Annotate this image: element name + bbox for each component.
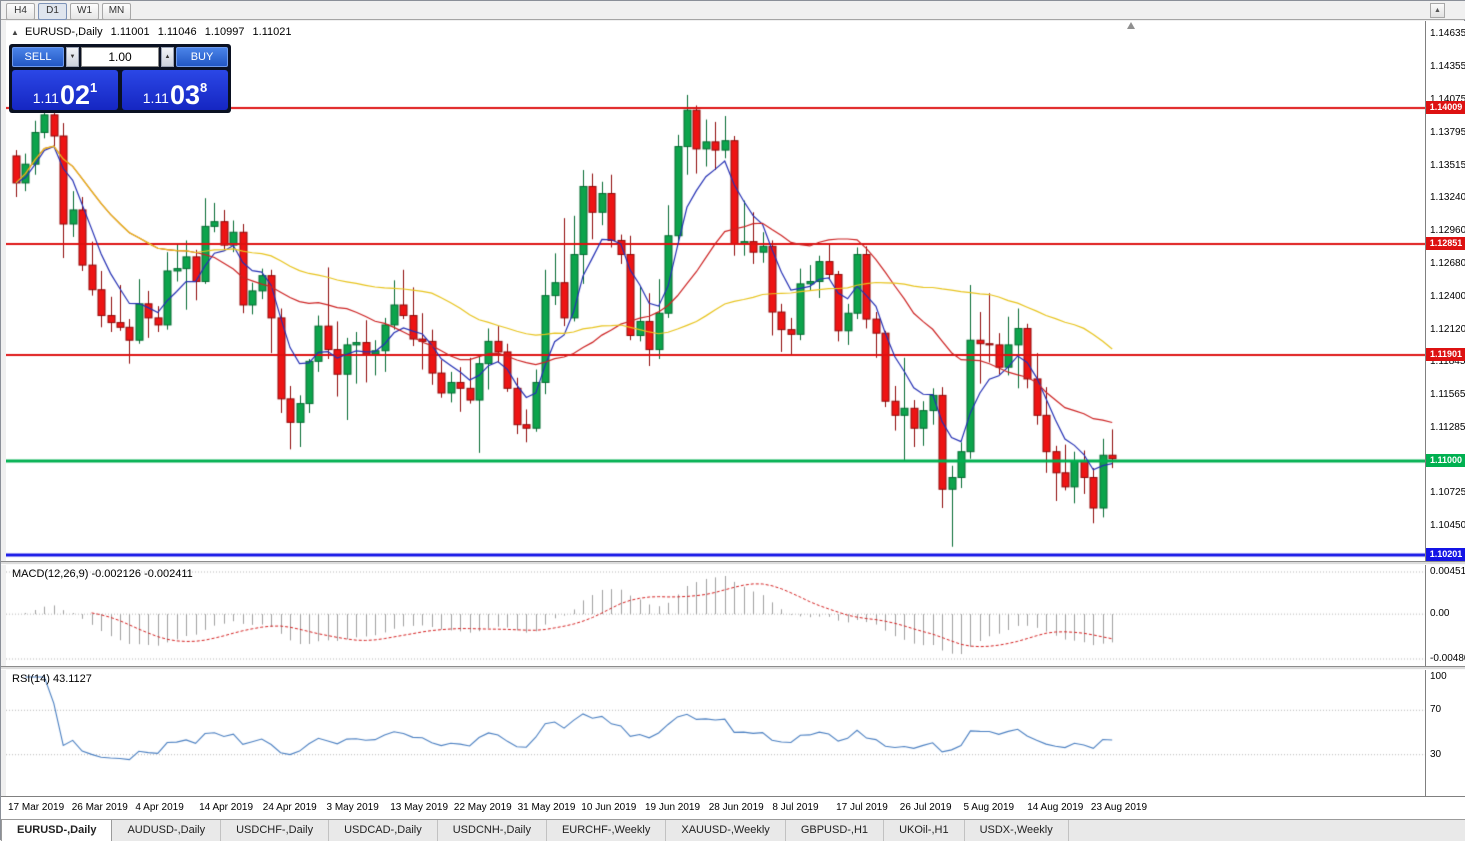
chart-tab-usdchf-daily[interactable]: USDCHF-,Daily bbox=[221, 820, 330, 841]
price-axis-tick: 1.14635 bbox=[1430, 28, 1465, 40]
date-axis-label: 26 Mar 2019 bbox=[71, 802, 128, 813]
chart-tab-eurusd-daily[interactable]: EURUSD-,Daily bbox=[1, 820, 113, 841]
date-axis-label: 24 Apr 2019 bbox=[262, 802, 317, 813]
price-axis-tick: 1.10725 bbox=[1430, 487, 1465, 499]
chart-shift-icon[interactable] bbox=[1127, 22, 1135, 29]
chart-tab-usdcnh-daily[interactable]: USDCNH-,Daily bbox=[437, 820, 547, 841]
price-axis-tick: 1.14355 bbox=[1430, 61, 1465, 73]
timeframe-button-mn[interactable]: MN bbox=[102, 3, 131, 20]
toolbar: H4 D1 W1 MN ▲ bbox=[1, 1, 1465, 20]
one-click-trading-panel: SELL ▼ ▲ BUY 1.11 02 1 1.11 03 8 bbox=[9, 44, 231, 113]
price-axis-tick: 1.12680 bbox=[1430, 257, 1465, 269]
date-axis-label: 26 Jul 2019 bbox=[899, 802, 952, 813]
sell-button[interactable]: SELL bbox=[12, 47, 64, 67]
main-chart-canvas[interactable] bbox=[6, 21, 1426, 562]
legend-symbol: EURUSD-,Daily bbox=[24, 26, 103, 38]
price-level-badge: 1.12851 bbox=[1426, 236, 1465, 250]
chart-tab-audusd-daily[interactable]: AUDUSD-,Daily bbox=[112, 820, 222, 841]
volume-increase-button[interactable]: ▲ bbox=[161, 47, 174, 67]
timeframe-button-d1[interactable]: D1 bbox=[38, 3, 67, 20]
buy-button[interactable]: BUY bbox=[176, 47, 228, 67]
sell-price-big: 02 bbox=[59, 80, 91, 111]
timeframe-button-h4[interactable]: H4 bbox=[6, 3, 35, 20]
sell-price-sup: 1 bbox=[90, 80, 98, 95]
chart-tab-ukoil-h1[interactable]: UKOil-,H1 bbox=[884, 820, 965, 841]
date-axis-label: 13 May 2019 bbox=[390, 802, 449, 813]
chart-tab-gbpusd-h1[interactable]: GBPUSD-,H1 bbox=[785, 820, 885, 841]
rsi-label: RSI(14) 43.1127 bbox=[12, 673, 92, 685]
scroll-up-icon[interactable]: ▲ bbox=[1430, 3, 1445, 18]
macd-axis-tick: -0.004806 bbox=[1430, 653, 1465, 664]
date-axis-label: 10 Jun 2019 bbox=[581, 802, 637, 813]
date-axis-label: 19 Jun 2019 bbox=[645, 802, 701, 813]
trade-prices-row: 1.11 02 1 1.11 03 8 bbox=[12, 70, 228, 110]
volume-decrease-button[interactable]: ▼ bbox=[66, 47, 79, 67]
sell-price[interactable]: 1.11 02 1 bbox=[12, 70, 118, 110]
price-axis-tick: 1.13795 bbox=[1430, 127, 1465, 139]
buy-price-big: 03 bbox=[169, 80, 201, 111]
price-level-badge: 1.11000 bbox=[1426, 454, 1465, 468]
buy-price-sup: 8 bbox=[200, 80, 208, 95]
panel-separator[interactable] bbox=[1, 666, 1465, 670]
legend-close: 1.11021 bbox=[252, 26, 292, 38]
date-axis bbox=[1, 796, 1465, 819]
date-axis-label: 17 Mar 2019 bbox=[8, 802, 65, 813]
rsi-axis-tick: 100 bbox=[1430, 671, 1447, 682]
buy-price[interactable]: 1.11 03 8 bbox=[122, 70, 228, 110]
chart-tab-eurchf-weekly[interactable]: EURCHF-,Weekly bbox=[546, 820, 667, 841]
chart-tab-usdx-weekly[interactable]: USDX-,Weekly bbox=[964, 820, 1069, 841]
macd-label: MACD(12,26,9) -0.002126 -0.002411 bbox=[12, 568, 193, 580]
rsi-axis-tick: 30 bbox=[1430, 748, 1442, 760]
timeframe-buttons: H4 D1 W1 MN bbox=[6, 3, 131, 20]
panel-separator[interactable] bbox=[1, 561, 1465, 565]
chart-tab-xauusd-weekly[interactable]: XAUUSD-,Weekly bbox=[666, 820, 786, 841]
sell-price-prefix: 1.11 bbox=[32, 90, 59, 106]
date-axis-label: 23 Aug 2019 bbox=[1090, 802, 1148, 813]
price-axis-tick: 1.13240 bbox=[1430, 192, 1465, 204]
panel-collapse-icon[interactable]: ▲ bbox=[11, 28, 19, 37]
date-axis-label: 14 Aug 2019 bbox=[1027, 802, 1084, 813]
price-axis-tick: 1.10450 bbox=[1430, 519, 1465, 531]
date-axis-label: 8 Jul 2019 bbox=[772, 802, 819, 813]
price-axis-tick: 1.12120 bbox=[1430, 323, 1465, 335]
date-axis-label: 28 Jun 2019 bbox=[708, 802, 764, 813]
date-axis-label: 14 Apr 2019 bbox=[199, 802, 254, 813]
macd-axis-tick: 0.00 bbox=[1430, 608, 1450, 620]
legend-low: 1.10997 bbox=[204, 26, 245, 38]
date-axis-label: 4 Apr 2019 bbox=[135, 802, 184, 813]
volume-input[interactable] bbox=[81, 47, 159, 67]
price-axis-tick: 1.12400 bbox=[1430, 290, 1465, 302]
price-axis-tick: 1.11285 bbox=[1430, 421, 1465, 433]
date-axis-label: 17 Jul 2019 bbox=[836, 802, 888, 813]
rsi-panel-canvas[interactable] bbox=[6, 669, 1426, 796]
macd-axis-tick: 0.004517 bbox=[1430, 566, 1465, 577]
legend-high: 1.11046 bbox=[157, 26, 197, 38]
chart-tab-usdcad-daily[interactable]: USDCAD-,Daily bbox=[329, 820, 438, 841]
price-axis-tick: 1.11565 bbox=[1430, 388, 1465, 400]
legend-open: 1.11001 bbox=[110, 26, 150, 38]
trade-controls-row: SELL ▼ ▲ BUY bbox=[12, 47, 228, 67]
timeframe-button-w1[interactable]: W1 bbox=[70, 3, 99, 20]
date-axis-label: 31 May 2019 bbox=[517, 802, 576, 813]
macd-panel-canvas[interactable] bbox=[6, 564, 1426, 667]
price-axis-tick: 1.14075 bbox=[1430, 94, 1465, 106]
buy-price-prefix: 1.11 bbox=[142, 90, 169, 106]
date-axis-label: 22 May 2019 bbox=[453, 802, 512, 813]
price-axis-tick: 1.12960 bbox=[1430, 225, 1465, 237]
price-level-badge: 1.14009 bbox=[1426, 100, 1465, 114]
price-axis-tick: 1.13515 bbox=[1430, 159, 1465, 171]
chart-tab-bar: EURUSD-,Daily AUDUSD-,Daily USDCHF-,Daily U… bbox=[1, 819, 1465, 841]
price-level-badge: 1.10201 bbox=[1426, 547, 1465, 561]
chart-legend: ▲ EURUSD-,Daily 1.11001 1.11046 1.10997 … bbox=[11, 26, 291, 38]
rsi-axis-tick: 70 bbox=[1430, 704, 1442, 716]
price-level-badge: 1.11901 bbox=[1426, 348, 1465, 362]
price-axis-tick: 1.11845 bbox=[1430, 355, 1465, 367]
date-axis-label: 5 Aug 2019 bbox=[963, 802, 1015, 813]
date-axis-label: 3 May 2019 bbox=[326, 802, 379, 813]
